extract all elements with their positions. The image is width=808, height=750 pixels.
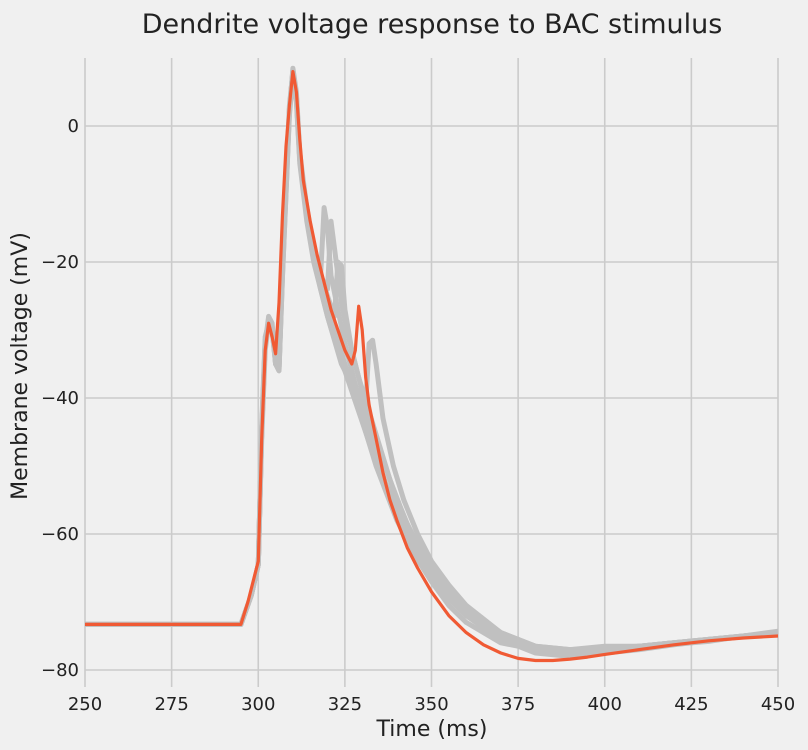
x-tick-label: 300 (241, 694, 275, 715)
y-tick-label: −60 (41, 524, 79, 545)
main-voltage-line (85, 69, 778, 663)
y-tick-label: 0 (68, 116, 79, 137)
y-tick-label: −80 (41, 660, 79, 681)
x-tick-label: 450 (761, 694, 795, 715)
x-tick-label: 350 (414, 694, 448, 715)
x-tick-label: 400 (588, 694, 622, 715)
x-axis-label: Time (ms) (376, 717, 488, 742)
tick-labels: 250 275 300 325 350 375 400 425 450 0 −20 −40 −60 −80 (41, 116, 795, 715)
series-lines (85, 65, 778, 663)
trial-voltage-line (85, 69, 778, 659)
grid-lines (84, 58, 779, 687)
x-tick-label: 250 (68, 694, 102, 715)
y-tick-label: −20 (41, 252, 79, 273)
x-tick-label: 275 (154, 694, 188, 715)
chart-title: Dendrite voltage response to BAC stimulu… (142, 9, 723, 40)
x-tick-label: 425 (674, 694, 708, 715)
y-axis-label: Membrane voltage (mV) (8, 232, 33, 500)
x-tick-label: 325 (328, 694, 362, 715)
y-tick-label: −40 (41, 388, 79, 409)
x-tick-label: 375 (501, 694, 535, 715)
